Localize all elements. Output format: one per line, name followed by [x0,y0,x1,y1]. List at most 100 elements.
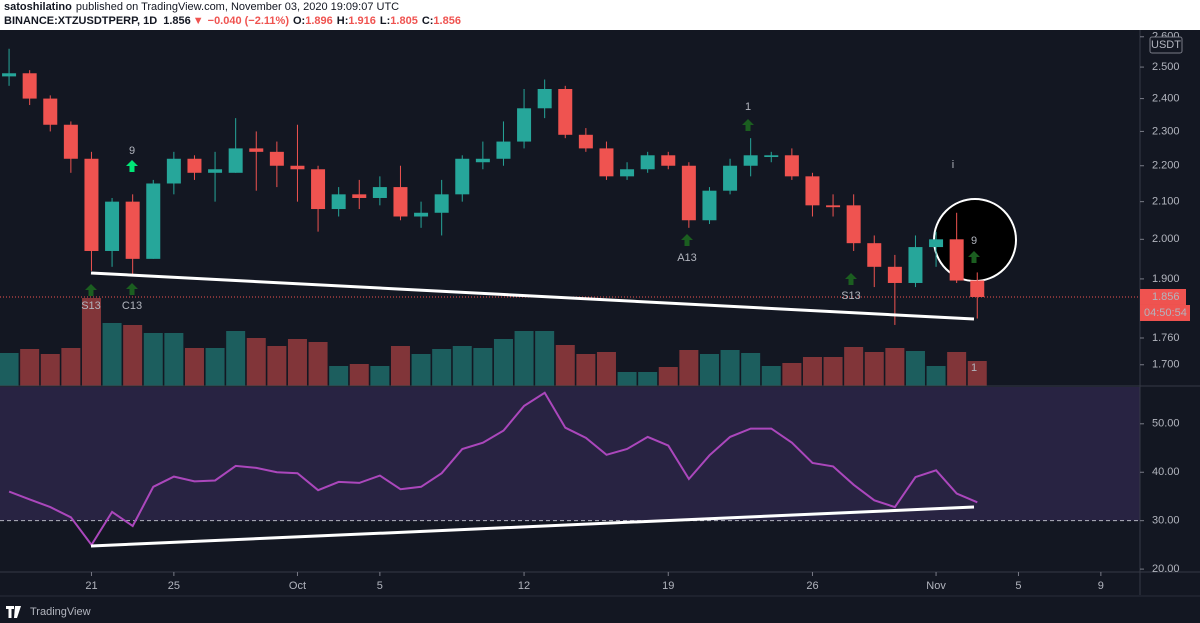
candle-body [269,151,284,166]
annotation: 9 [971,235,977,247]
y-tick-label: 2.200 [1152,160,1180,172]
symbol: BINANCE:XTZUSDTPERP, 1D [4,15,157,27]
rsi-tick-label: 30.00 [1152,515,1180,527]
candle-body [517,108,532,142]
volume-bar [473,348,493,386]
ohlc-label: C: [422,15,434,27]
volume-bar [699,354,719,386]
published: published on TradingView.com, November 0… [76,1,399,13]
volume-bar [143,333,163,386]
volume-bar [576,354,596,386]
y-tick-label: 2.300 [1152,125,1180,137]
volume-bar [226,331,246,386]
author: satoshilatino [4,1,72,13]
volume-bar [81,298,101,386]
volume-bar [638,372,658,386]
volume-bar [514,331,534,386]
volume-bar [287,339,307,386]
last-price: 1.856 [163,15,191,27]
legend: BINANCE:XTZUSDTPERP, 1D 1.856 ▼ −0.040 (−2.… [4,15,461,27]
ohlc-label: L: [380,15,390,27]
ohlc-label: H: [337,15,349,27]
annotation: A13 [677,252,697,264]
volume-bar [205,348,225,386]
rsi-tick-label: 20.00 [1152,563,1180,575]
candle-body [43,98,58,125]
countdown: 04:50:54 [1144,307,1187,319]
candle-body [228,148,243,173]
brand: TradingView [30,606,91,618]
candle-body [2,73,17,77]
candle-body [146,183,161,259]
candle-body [970,280,985,297]
candle-body [908,247,923,283]
volume-bar [761,366,781,386]
volume-bar [658,367,678,386]
volume-bar [329,366,349,386]
volume-bar [905,351,925,386]
candle-body [558,88,573,135]
rsi-tick-label: 40.00 [1152,466,1180,478]
rsi-line [8,391,978,547]
signal-arrow [681,234,693,246]
volume-bar [864,352,884,386]
volume-bar [0,353,19,386]
ohlc-value: 1.856 [433,15,461,27]
volume-bar [720,350,740,386]
brand-logo [6,606,21,618]
x-tick-label: 5 [1015,580,1021,592]
signal-arrow [85,284,97,296]
candle-body [311,169,326,210]
rsi-trendline [90,505,975,548]
volume-bar [370,366,390,386]
rsi-tick-label: 50.00 [1152,418,1180,430]
last-price-label: 1.856 [1152,291,1180,303]
volume-bar [617,372,637,386]
candle-body [84,158,99,251]
annotation: i [952,159,954,171]
ohlc-value: 1.896 [305,15,333,27]
candle-body [805,176,820,206]
candle-body [63,124,78,159]
candle-body [661,155,676,166]
rsi-band [0,387,1140,521]
volume-bar [844,347,864,386]
volume-bar [246,338,266,386]
candle-body [826,205,841,208]
volume-bar [823,357,843,386]
volume-bar [40,354,60,386]
y-tick-label: 1.760 [1152,332,1180,344]
x-tick-label: Oct [289,580,306,592]
candle-body [475,158,490,163]
candle-body [764,155,779,158]
annotation: 1 [971,362,977,374]
price-trendline [90,271,975,321]
volume-bar [164,333,184,386]
volume-bar [123,325,143,386]
volume-bar [432,349,452,386]
volume-bar [782,363,802,386]
candle-body [290,165,305,170]
x-tick-label: 25 [168,580,180,592]
signal-arrow [845,273,857,285]
candle-body [331,194,346,210]
y-tick-label: 1.700 [1152,359,1180,371]
y-tick-label: 2.500 [1152,61,1180,73]
volume-bar [61,348,81,386]
volume-bar [741,353,761,386]
y-tick-label: 2.400 [1152,92,1180,104]
overlay [0,30,1200,595]
candle-body [640,155,655,170]
candle-body [166,158,181,184]
annotation: C13 [122,300,142,312]
header-bg [0,0,1200,30]
byline: satoshilatino published on TradingView.co… [4,1,399,13]
change-arrow: ▼ [193,15,204,27]
candle-body [887,266,902,283]
candle-body [22,73,37,99]
x-tick-label: Nov [926,580,946,592]
candle-body [352,194,367,198]
volume-bar [411,354,431,386]
signal-arrow [968,251,980,263]
volume-bar [885,348,905,386]
